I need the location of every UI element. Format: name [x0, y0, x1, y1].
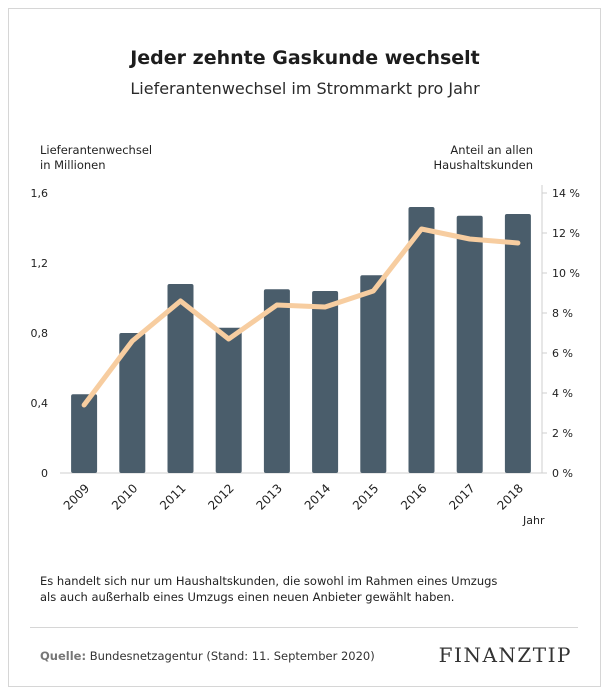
left-axis-label-line1: Lieferantenwechsel — [40, 143, 153, 157]
chart-subtitle: Lieferantenwechsel im Strommarkt pro Jah… — [130, 79, 480, 98]
bar-2014 — [312, 291, 339, 473]
left-tick-label: 0,4 — [31, 397, 49, 410]
share-line — [81, 226, 521, 408]
left-axis-label: Lieferantenwechsel in Millionen — [40, 143, 220, 173]
right-tick-label: 14 % — [552, 187, 580, 200]
right-axis-label-line2: Haushaltskunden — [433, 158, 533, 172]
footnote: Es handelt sich nur um Haushaltskunden, … — [40, 573, 560, 605]
left-axis-label-line2: in Millionen — [40, 158, 106, 172]
right-axis-label-line1: Anteil an allen — [450, 143, 533, 157]
bar-2015 — [360, 275, 387, 473]
x-tick-label: 2018 — [495, 481, 526, 512]
right-tick-label: 8 % — [552, 307, 573, 320]
source-line: Quelle: Bundesnetzagentur (Stand: 11. Se… — [40, 649, 375, 663]
x-tick-label: 2011 — [157, 481, 188, 512]
bar-2013 — [263, 289, 290, 473]
right-tick-label: 4 % — [552, 387, 573, 400]
logo-part-tip: TIP — [532, 643, 572, 667]
bar-2017 — [456, 215, 483, 473]
footnote-line2: als auch außerhalb eines Umzugs einen ne… — [40, 590, 455, 604]
source-text: Bundesnetzagentur (Stand: 11. September … — [89, 649, 375, 663]
bar-2010 — [119, 333, 146, 473]
left-tick-label: 0,8 — [31, 327, 49, 340]
right-tick-label: 2 % — [552, 427, 573, 440]
x-tick-label: 2017 — [446, 481, 477, 512]
right-tick-label: 10 % — [552, 267, 580, 280]
right-tick-label: 12 % — [552, 227, 580, 240]
bar-2016 — [408, 207, 435, 473]
logo-part-finanz: FINANZ — [438, 643, 533, 667]
source-label: Quelle: — [40, 649, 87, 663]
left-tick-label: 0 — [41, 467, 48, 480]
x-tick-label: 2010 — [109, 481, 140, 512]
bar-2018 — [504, 214, 531, 473]
chart-title: Jeder zehnte Gaskunde wechselt — [130, 47, 480, 69]
x-tick-label: 2016 — [398, 481, 429, 512]
finanztip-logo: FINANZTIP — [439, 643, 572, 667]
right-tick-label: 0 % — [552, 467, 573, 480]
x-tick-label: 2012 — [205, 481, 236, 512]
x-tick-label: 2015 — [350, 481, 381, 512]
bar-2012 — [215, 327, 242, 473]
bar-2011 — [167, 284, 194, 473]
x-tick-label: 2009 — [61, 481, 92, 512]
footer-divider — [30, 627, 578, 628]
left-tick-label: 1,2 — [31, 257, 49, 270]
bar-2009 — [71, 394, 98, 473]
right-tick-label: 6 % — [552, 347, 573, 360]
chart-frame — [8, 8, 601, 687]
x-tick-label: 2014 — [302, 481, 333, 512]
combo-chart: 0 0,4 0,8 1,2 1,6 0 % 2 % 4 % 6 % 8 % 10 % 12 % 14 %… — [31, 185, 580, 527]
right-axis-label: Anteil an allen Haushaltskunden — [353, 143, 533, 173]
x-axis-unit: Jahr — [522, 514, 545, 527]
left-tick-label: 1,6 — [31, 187, 49, 200]
footnote-line1: Es handelt sich nur um Haushaltskunden, … — [40, 574, 498, 588]
x-tick-label: 2013 — [254, 481, 285, 512]
